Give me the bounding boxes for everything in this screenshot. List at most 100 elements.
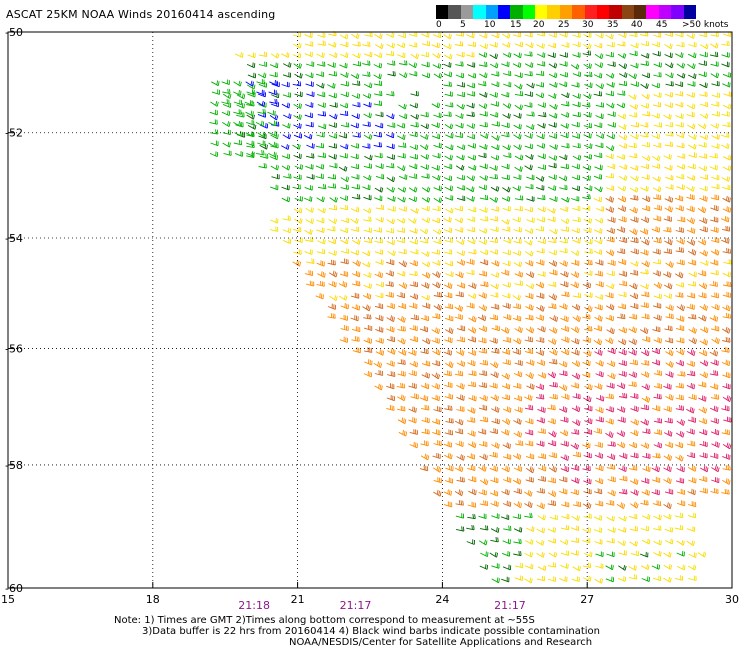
wind-barb (456, 185, 466, 191)
wind-barb (456, 144, 466, 151)
wind-barb (525, 418, 534, 425)
wind-barb (722, 442, 732, 450)
wind-barb (617, 52, 627, 59)
wind-barb (363, 283, 372, 289)
wind-barb (210, 100, 219, 107)
wind-barb (572, 292, 582, 298)
wind-barb (386, 163, 395, 169)
wind-barb (698, 142, 707, 148)
wind-barb (432, 205, 441, 212)
note-line-3: NOAA/NESDIS/Center for Satellite Applica… (289, 637, 593, 648)
wind-barb (547, 477, 556, 484)
wind-barb (619, 488, 628, 495)
wind-barb (606, 270, 615, 277)
wind-barb (526, 196, 535, 202)
wind-barb (663, 513, 672, 520)
wind-barb (584, 259, 593, 266)
wind-barb (352, 347, 361, 354)
wind-barb (513, 144, 522, 151)
wind-barb (478, 539, 488, 546)
wind-barb (259, 122, 269, 129)
wind-barb (306, 258, 315, 264)
wind-barb (628, 574, 638, 580)
wind-barb (721, 237, 730, 244)
wind-barb (433, 185, 442, 192)
wind-barb (419, 395, 429, 402)
wind-barb (408, 349, 417, 356)
wind-barb (386, 113, 395, 120)
wind-barb (502, 442, 511, 449)
wind-barb (676, 163, 686, 170)
wind-barb (514, 271, 523, 278)
wind-barb (674, 512, 684, 519)
wind-barb (652, 575, 662, 582)
wind-barb (467, 293, 477, 299)
wind-barb (514, 72, 523, 79)
wind-barb (674, 91, 684, 97)
wind-barb (687, 281, 697, 287)
wind-barb (268, 120, 277, 127)
wind-barb (686, 440, 696, 447)
wind-barb (364, 51, 373, 58)
wind-barb (584, 82, 593, 89)
wind-barb (663, 502, 672, 510)
wind-barb (478, 337, 487, 344)
wind-barb (490, 527, 500, 533)
wind-barb (501, 218, 510, 225)
wind-barb (582, 205, 591, 211)
wind-barb (722, 195, 731, 203)
wind-barb (535, 337, 545, 343)
wind-barb (491, 260, 500, 267)
wind-barb (560, 348, 570, 356)
wind-barb (478, 270, 487, 277)
wind-barb (491, 32, 500, 39)
wind-barb (467, 359, 476, 367)
wind-barb (363, 102, 372, 108)
wind-barb (421, 294, 430, 301)
wind-barb (397, 153, 406, 159)
wind-barb (456, 103, 465, 110)
wind-barb (525, 466, 535, 474)
wind-barb (526, 526, 535, 532)
wind-barb (328, 153, 337, 160)
wind-barb (535, 539, 545, 546)
wind-barb (607, 122, 616, 128)
wind-barb (628, 349, 637, 356)
wind-barb (710, 429, 720, 436)
wind-barb (362, 41, 371, 47)
wind-barb (641, 576, 650, 583)
wind-barb (652, 452, 661, 459)
wind-barb (397, 359, 406, 365)
wind-barb (432, 228, 442, 235)
wind-barb (503, 476, 512, 483)
wind-barb (710, 248, 720, 256)
wind-barb (421, 428, 430, 435)
wind-barb (535, 92, 545, 99)
wind-barb (594, 217, 604, 224)
wind-barb (524, 404, 534, 411)
wind-barb (351, 336, 360, 342)
wind-barb (282, 113, 292, 120)
wind-barb (340, 325, 349, 331)
wind-barb (431, 102, 441, 109)
wind-barb (513, 418, 522, 425)
wind-barb (618, 291, 627, 298)
wind-barb (502, 406, 512, 413)
wind-barb (501, 429, 510, 436)
wind-barb (513, 123, 522, 130)
wind-barb (687, 416, 696, 423)
wind-barb (665, 174, 674, 181)
wind-barb (502, 226, 511, 232)
wind-barb (410, 314, 419, 321)
wind-barb (502, 302, 511, 309)
wind-barb (583, 452, 592, 459)
wind-barb (352, 239, 361, 245)
wind-barb (489, 551, 499, 558)
time-label: 21:17 (494, 599, 526, 612)
wind-barb (362, 184, 371, 191)
wind-barb (721, 40, 730, 47)
wind-barb (642, 428, 651, 435)
wind-barb (316, 227, 325, 234)
wind-barb (431, 383, 440, 390)
wind-barb (710, 61, 719, 67)
